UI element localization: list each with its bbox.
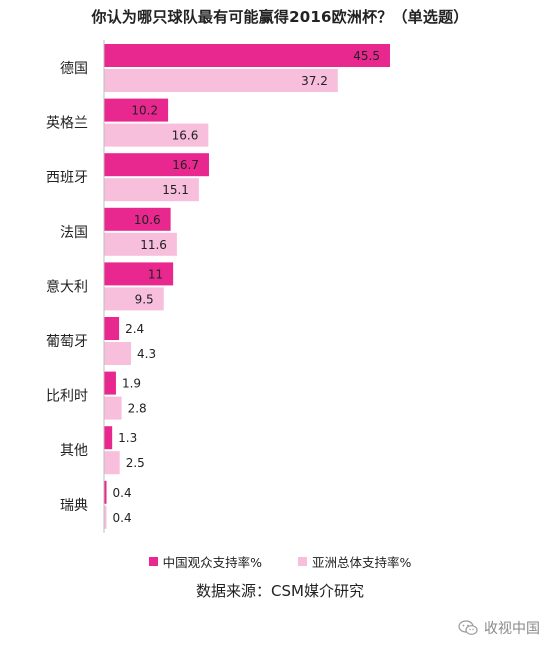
bar-asia: [104, 287, 164, 311]
value-label: 16.6: [172, 129, 199, 143]
bar-asia: [104, 451, 120, 475]
category-label: 西班牙: [46, 170, 88, 186]
bar-china: [104, 480, 107, 504]
category-label: 德国: [60, 61, 88, 77]
category-label: 其他: [60, 443, 88, 459]
bar-china: [104, 98, 169, 122]
bar-asia: [104, 69, 338, 92]
value-label: 9.5: [135, 292, 154, 306]
category-label: 比利时: [46, 389, 88, 405]
value-label: 11.6: [140, 238, 167, 252]
bar-asia: [104, 123, 209, 147]
source-note: 数据来源：CSM媒介研究: [196, 582, 364, 600]
legend-swatch-asia: [298, 557, 307, 566]
legend-label-china: 中国观众支持率%: [162, 555, 262, 570]
bar-china: [104, 426, 113, 450]
value-label: 1.3: [118, 431, 137, 445]
value-label: 37.2: [301, 74, 328, 88]
bar-china: [104, 317, 120, 340]
legend: 中国观众支持率% 亚洲总体支持率%: [0, 552, 560, 571]
value-label: 10.2: [131, 104, 158, 118]
bar-asia: [104, 505, 107, 529]
bars: [104, 44, 390, 529]
watermark-text: 收视中国: [484, 621, 540, 637]
category-label: 瑞典: [60, 498, 88, 514]
watermark: 收视中国: [458, 618, 540, 638]
legend-item-china: 中国观众支持率%: [148, 552, 262, 571]
category-label: 英格兰: [46, 115, 88, 132]
value-label: 4.3: [137, 347, 156, 361]
bar-asia: [104, 178, 199, 202]
bar-china: [104, 44, 390, 67]
value-label: 15.1: [162, 183, 189, 197]
bar-china: [104, 153, 209, 177]
category-label: 法国: [60, 225, 88, 241]
value-label: 2.8: [128, 402, 147, 416]
value-labels: 45.5 37.2 10.2 16.6 16.7 15.1 10.6 11.6 11 9.5 2.4…: [113, 49, 380, 525]
bar-china: [104, 207, 171, 231]
value-label: 2.5: [126, 456, 145, 470]
bar-asia: [104, 342, 132, 365]
value-label: 11: [148, 267, 163, 281]
value-label: 0.4: [113, 486, 132, 500]
category-label: 葡萄牙: [46, 334, 88, 350]
legend-item-asia: 亚洲总体支持率%: [298, 552, 411, 571]
bar-china: [104, 262, 174, 286]
wechat-icon: [458, 620, 478, 635]
value-label: 0.4: [113, 511, 132, 525]
legend-label-asia: 亚洲总体支持率%: [312, 555, 412, 570]
value-label: 16.7: [172, 158, 199, 172]
category-label: 意大利: [46, 278, 88, 295]
value-label: 1.9: [122, 377, 141, 391]
value-label: 10.6: [134, 213, 161, 227]
bar-asia: [104, 396, 122, 420]
value-label: 45.5: [353, 49, 380, 63]
value-label: 2.4: [125, 322, 144, 336]
legend-swatch-china: [148, 557, 158, 566]
bar-china: [104, 371, 116, 395]
chart-title: 你认为哪只球队最有可能赢得2016欧洲杯？（单选题）: [91, 8, 469, 26]
bar-asia: [104, 232, 177, 256]
